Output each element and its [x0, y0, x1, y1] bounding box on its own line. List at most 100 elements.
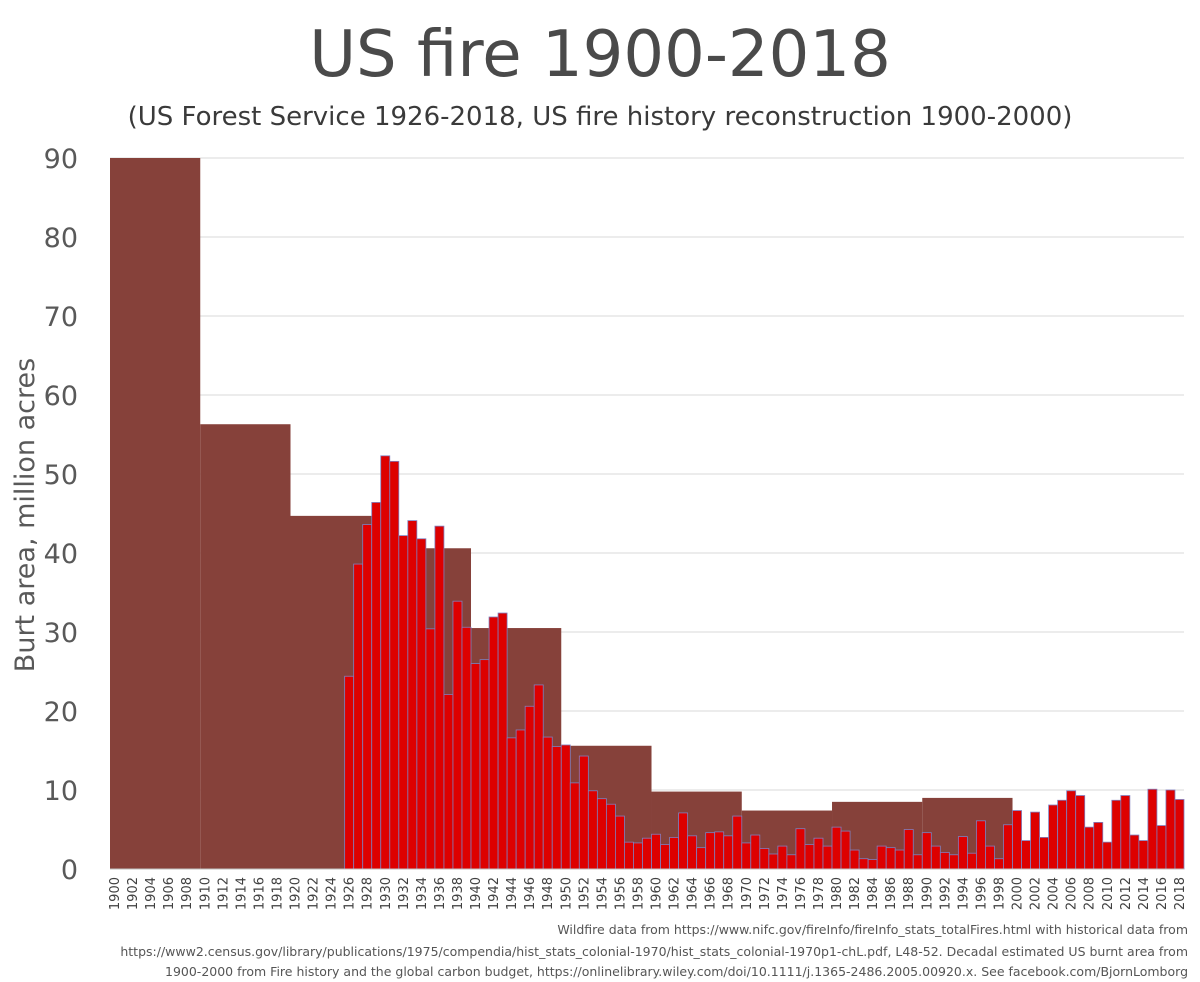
x-tick-label: 2018 — [1173, 877, 1188, 910]
x-tick-label: 1960 — [650, 877, 665, 910]
source-line-2: https://www2.census.gov/library/publicat… — [120, 944, 1188, 959]
y-tick-label: 10 — [44, 776, 78, 807]
annual-bar — [894, 849, 905, 870]
annual-bar — [948, 854, 959, 870]
x-tick-label: 1928 — [361, 877, 376, 910]
annual-bar — [1057, 799, 1068, 870]
y-tick-label: 60 — [44, 381, 78, 412]
annual-bar — [416, 538, 427, 870]
annual-bar — [966, 852, 977, 870]
annual-bar — [542, 736, 553, 870]
x-tick-label: 1966 — [704, 877, 719, 910]
annual-bar — [1003, 824, 1013, 870]
x-tick-label: 1912 — [216, 877, 231, 910]
x-tick-label: 1980 — [830, 877, 845, 910]
x-tick-label: 1924 — [325, 877, 340, 910]
x-tick-label: 1934 — [415, 877, 430, 910]
x-tick-label: 1914 — [234, 877, 249, 910]
annual-bar — [569, 782, 580, 870]
annual-bar — [515, 729, 526, 870]
x-tick-label: 1984 — [866, 877, 881, 910]
annual-bar — [732, 815, 743, 870]
x-tick-label: 1904 — [144, 877, 159, 910]
annual-bar — [380, 455, 391, 870]
annual-bar — [849, 849, 860, 870]
annual-bar — [858, 858, 869, 870]
annual-bar — [624, 841, 634, 870]
annual-bar — [633, 842, 643, 870]
annual-bar — [786, 854, 797, 870]
x-tick-label: 1920 — [289, 877, 304, 910]
annual-bar — [750, 834, 761, 870]
annual-bar — [470, 663, 481, 870]
annual-bar — [669, 837, 679, 870]
annual-bar — [344, 675, 355, 870]
x-tick-label: 1952 — [577, 877, 592, 910]
source-line-3: 1900-2000 from Fire history and the glob… — [165, 964, 1188, 979]
x-tick-label: 1982 — [848, 877, 863, 910]
annual-bar — [524, 705, 535, 870]
annual-bar — [389, 460, 400, 870]
annual-bar — [506, 737, 517, 870]
annual-bar — [362, 524, 373, 870]
decadal-bar — [110, 158, 201, 869]
x-tick-label: 1994 — [956, 877, 971, 910]
annual-bar — [903, 829, 914, 870]
x-tick-label: 1996 — [974, 877, 989, 910]
annual-bar — [1066, 790, 1077, 870]
annual-bar — [452, 600, 463, 870]
annual-bar — [398, 535, 409, 870]
x-tick-label: 1976 — [794, 877, 809, 910]
annual-bar — [714, 831, 725, 870]
x-tick-label: 1946 — [523, 877, 538, 910]
annual-bar — [985, 845, 995, 870]
x-tick-label: 1954 — [595, 877, 610, 910]
x-tick-label: 1968 — [722, 877, 737, 910]
annual-bar — [1111, 799, 1122, 870]
annual-bar — [1174, 799, 1185, 870]
annual-bar — [804, 844, 815, 870]
annual-bar — [696, 847, 707, 870]
annual-bar — [957, 836, 968, 870]
annual-bar — [497, 612, 508, 870]
x-tick-label: 1956 — [613, 877, 628, 910]
annual-bar — [1120, 795, 1131, 870]
annual-bar — [885, 847, 896, 870]
annual-bar — [831, 826, 842, 870]
x-tick-label: 1986 — [884, 877, 899, 910]
x-tick-label: 1974 — [776, 877, 791, 910]
annual-bar — [1021, 840, 1031, 870]
annual-bar — [1129, 834, 1140, 870]
annual-bar — [822, 845, 833, 870]
annual-bar — [1156, 825, 1167, 870]
x-tick-label: 2006 — [1065, 877, 1080, 910]
y-tick-label: 70 — [44, 302, 78, 333]
annual-bar — [615, 815, 625, 870]
annual-bar — [479, 659, 490, 870]
x-tick-label: 1962 — [668, 877, 683, 910]
x-tick-label: 1970 — [740, 877, 755, 910]
y-tick-label: 30 — [44, 618, 78, 649]
x-tick-label: 1978 — [812, 877, 827, 910]
x-tick-label: 1940 — [469, 877, 484, 910]
annual-bar — [678, 812, 689, 870]
annual-bar — [1039, 837, 1050, 870]
annual-bar — [443, 694, 454, 870]
annual-bar — [759, 848, 770, 870]
x-tick-label: 1990 — [920, 877, 935, 910]
x-tick-label: 1908 — [180, 877, 195, 910]
x-tick-label: 2016 — [1155, 877, 1170, 910]
x-tick-label: 1972 — [758, 877, 773, 910]
x-tick-label: 1938 — [451, 877, 466, 910]
annual-bar — [939, 852, 950, 870]
x-tick-label: 2010 — [1101, 877, 1116, 910]
annual-bar — [596, 798, 607, 870]
x-tick-label: 1998 — [992, 877, 1007, 910]
y-axis: 0 10 20 30 40 50 60 70 80 90 — [44, 144, 78, 886]
x-tick-label: 2008 — [1083, 877, 1098, 910]
annual-bar — [1084, 826, 1095, 870]
x-tick-label: 2000 — [1011, 877, 1026, 910]
y-axis-label: Burt area, million acres — [10, 358, 41, 672]
annual-bar — [1138, 840, 1149, 870]
